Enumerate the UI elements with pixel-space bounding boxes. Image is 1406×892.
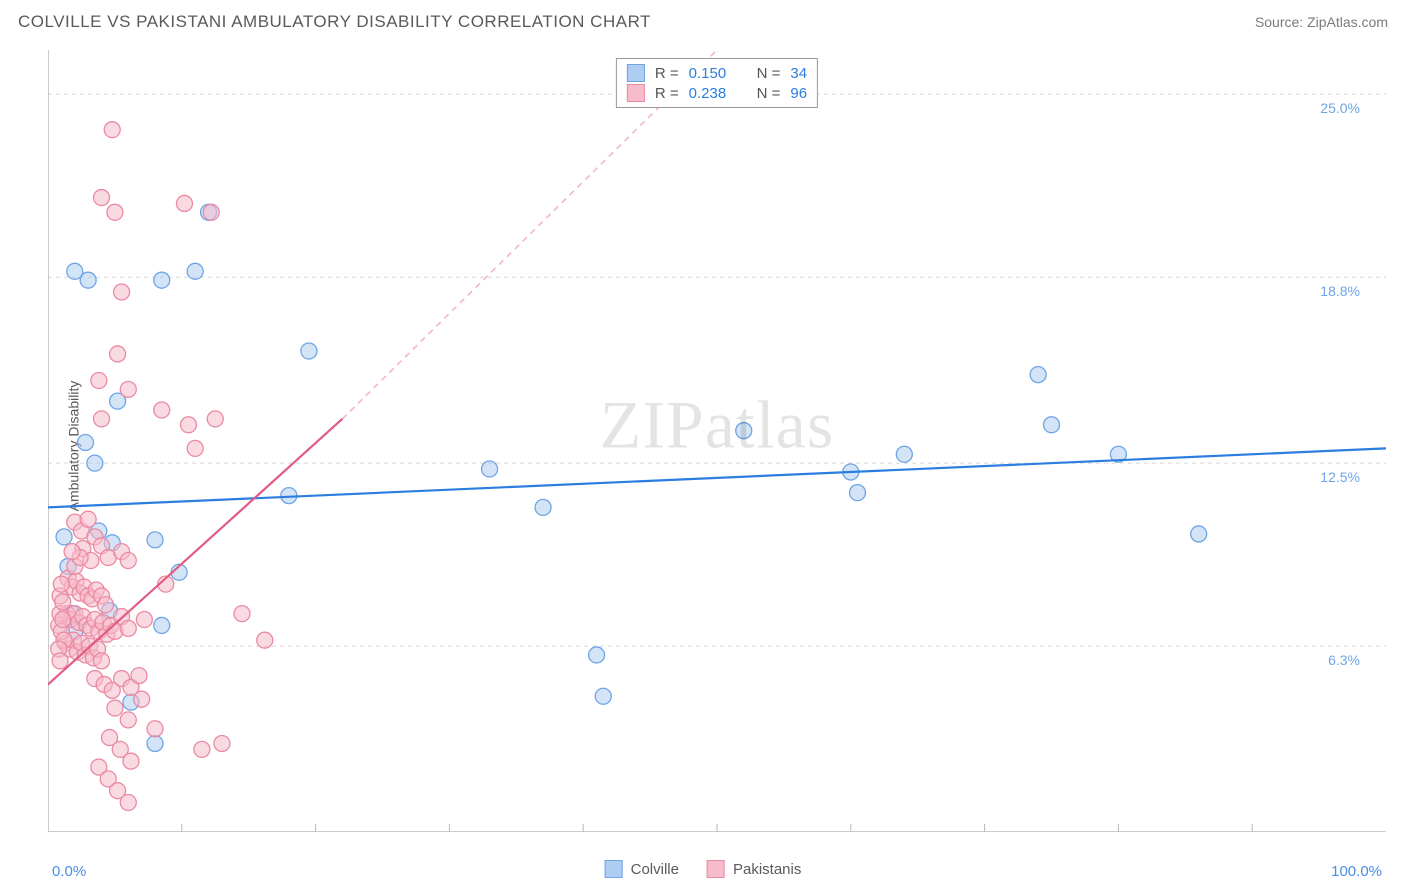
n-value-pakistanis: 96: [790, 85, 807, 102]
y-tick-label: 25.0%: [1320, 100, 1360, 116]
legend-item-colville: Colville: [605, 860, 679, 878]
n-label: N =: [757, 65, 781, 82]
legend-swatch-colville: [627, 64, 645, 82]
n-label: N =: [757, 85, 781, 102]
r-label: R =: [655, 85, 679, 102]
y-tick-label: 18.8%: [1320, 283, 1360, 299]
n-value-colville: 34: [790, 65, 807, 82]
legend-swatch-pakistanis: [627, 84, 645, 102]
chart-source: Source: ZipAtlas.com: [1255, 14, 1388, 30]
scatter-plot: [48, 50, 1386, 832]
legend-label-colville: Colville: [631, 861, 679, 878]
y-tick-label: 6.3%: [1328, 652, 1360, 668]
r-value-colville: 0.150: [689, 65, 737, 82]
legend-row-colville: R = 0.150 N = 34: [627, 63, 807, 83]
r-label: R =: [655, 65, 679, 82]
chart-header: COLVILLE VS PAKISTANI AMBULATORY DISABIL…: [0, 0, 1406, 40]
y-tick-label: 12.5%: [1320, 469, 1360, 485]
legend-row-pakistanis: R = 0.238 N = 96: [627, 83, 807, 103]
legend-swatch-colville: [605, 860, 623, 878]
legend-series: Colville Pakistanis: [605, 860, 802, 878]
legend-label-pakistanis: Pakistanis: [733, 861, 801, 878]
chart-area: ZIPatlas R = 0.150 N = 34 R = 0.238 N = …: [48, 50, 1386, 832]
x-axis-min-label: 0.0%: [52, 863, 86, 880]
chart-title: COLVILLE VS PAKISTANI AMBULATORY DISABIL…: [18, 12, 651, 32]
x-axis-max-label: 100.0%: [1331, 863, 1382, 880]
legend-item-pakistanis: Pakistanis: [707, 860, 801, 878]
source-name: ZipAtlas.com: [1307, 14, 1388, 30]
source-prefix: Source:: [1255, 14, 1307, 30]
r-value-pakistanis: 0.238: [689, 85, 737, 102]
legend-swatch-pakistanis: [707, 860, 725, 878]
legend-correlation: R = 0.150 N = 34 R = 0.238 N = 96: [616, 58, 818, 108]
